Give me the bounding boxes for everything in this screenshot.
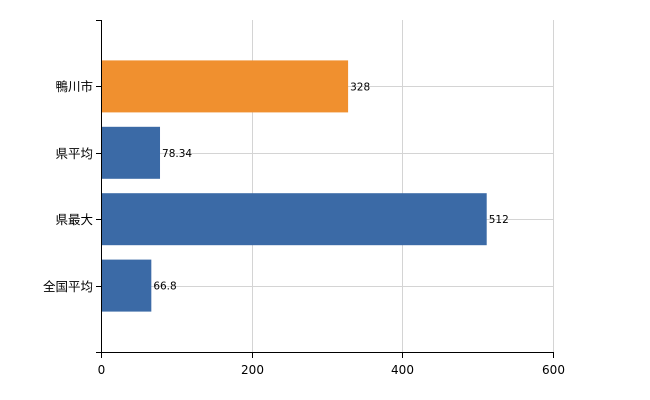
- bar-2: [102, 193, 487, 246]
- x-tick-label: 400: [391, 363, 414, 377]
- bar-0: [102, 60, 349, 113]
- bar-1: [102, 126, 161, 179]
- x-tick-label: 0: [98, 363, 106, 377]
- axes: [96, 20, 554, 358]
- x-tick-label: 200: [241, 363, 264, 377]
- x-tick-label: 600: [542, 363, 565, 377]
- data-label: 66.8: [153, 281, 176, 293]
- category-label: 鴨川市: [55, 79, 93, 94]
- category-label: 全国平均: [43, 279, 93, 294]
- category-label: 県平均: [55, 146, 93, 161]
- bars: [102, 60, 487, 312]
- data-label: 78.34: [162, 148, 192, 160]
- data-label: 512: [489, 214, 509, 226]
- bar-3: [102, 259, 152, 312]
- data-label: 328: [350, 81, 370, 93]
- category-label: 県最大: [55, 212, 93, 227]
